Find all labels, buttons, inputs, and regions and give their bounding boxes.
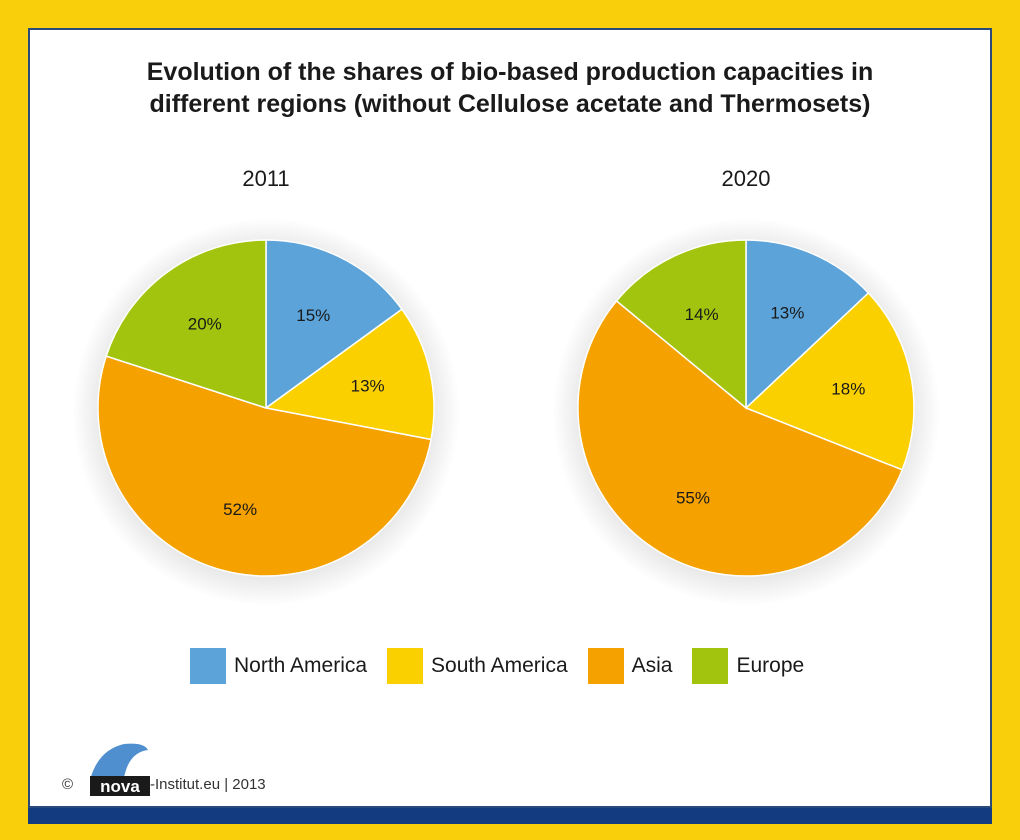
pie-2020-label-south-america: 18%	[831, 379, 865, 398]
bottom-bar	[28, 808, 992, 824]
pie-2011-title: 2011	[242, 166, 290, 191]
pie-2020-label-north-america: 13%	[770, 303, 804, 322]
pie-2011-slice-europe	[105, 239, 267, 410]
legend-item-europe: Europe	[692, 648, 804, 684]
legend-swatch-south-america	[387, 648, 424, 684]
pie-2020-slice-south-america	[744, 291, 915, 471]
footer-credit: -Institut.eu | 2013	[150, 776, 266, 793]
legend-swatch-north-america	[190, 648, 226, 684]
legend-item-asia: Asia	[587, 648, 673, 684]
legend-swatch-europe	[692, 648, 729, 684]
legend-label-europe: Europe	[736, 654, 805, 677]
nova-logo-icon: nova	[90, 743, 150, 796]
logo-text: nova	[100, 777, 140, 796]
title-line-2: different regions (without Cellulose ace…	[149, 90, 871, 118]
pie-2020-slice-north-america	[745, 239, 870, 410]
legend-label-north-america: North America	[234, 654, 368, 677]
legend-label-asia: Asia	[631, 654, 673, 677]
pie-2020-title: 2020	[721, 166, 771, 191]
pie-2020-label-asia: 55%	[676, 489, 710, 508]
copyright-symbol: ©	[62, 776, 74, 793]
pie-2020-label-europe: 14%	[685, 305, 719, 324]
pie-2011-slice-asia	[97, 355, 432, 577]
pie-2011-slice-north-america	[265, 239, 403, 410]
legend-item-south-america: South America	[387, 648, 568, 684]
pie-2020: 13% 18% 55% 14%	[552, 218, 940, 606]
pie-2011: 15% 13% 52% 20%	[72, 218, 460, 606]
pie-2020-slice-europe	[615, 239, 747, 410]
legend-item-north-america: North America	[190, 648, 367, 684]
legend: North America South America Asia Europe	[190, 646, 824, 686]
pie-2011-label-europe: 20%	[188, 315, 222, 334]
legend-label-south-america: South America	[431, 654, 568, 677]
title-line-1: Evolution of the shares of bio-based pro…	[146, 58, 874, 86]
chart-title: Evolution of the shares of bio-based pro…	[40, 56, 980, 120]
pie-2011-slice-south-america	[264, 308, 435, 441]
pie-2020-slice-asia	[577, 299, 904, 577]
footer: © nova -Institut.eu | 2013	[62, 740, 362, 800]
legend-swatch-asia	[587, 648, 624, 684]
pie-2011-label-north-america: 15%	[296, 306, 330, 325]
pie-2011-label-south-america: 13%	[351, 376, 385, 395]
pie-2011-label-asia: 52%	[223, 500, 257, 519]
